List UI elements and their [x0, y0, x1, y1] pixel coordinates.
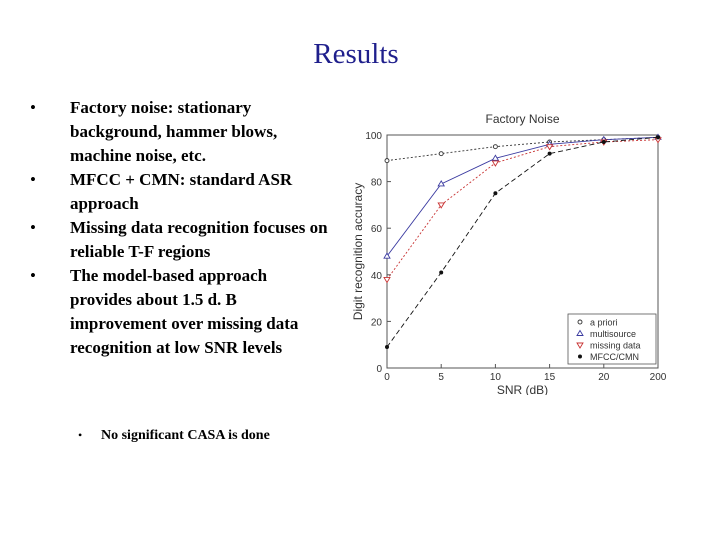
bullet-item: • The model-based approach provides about… [30, 264, 330, 360]
data-point [438, 151, 444, 157]
x-axis-label: SNR (dB) [497, 383, 548, 395]
data-point [439, 270, 444, 275]
plot-frame [386, 134, 659, 369]
bullet-dot-icon: • [30, 266, 36, 285]
bullet-text: MFCC + CMN: standard ASR approach [70, 170, 293, 213]
bullet-item: • Factory noise: stationary background, h… [30, 96, 330, 168]
legend-marker [577, 354, 582, 359]
data-point [437, 180, 445, 187]
sub-bullet: • No significant CASA is done [78, 428, 270, 444]
legend-label: missing data [590, 341, 641, 351]
legend-box [567, 313, 657, 365]
bullet-text: Factory noise: stationary background, ha… [70, 98, 278, 165]
x-tick-label: 20 [598, 372, 610, 383]
data-point [547, 151, 552, 156]
series-line [386, 136, 659, 257]
data-point [383, 252, 391, 259]
bullet-text: The model-based approach provides about … [70, 266, 299, 357]
bullet-dot-icon: • [30, 218, 36, 237]
bullet-dot-icon: • [30, 98, 36, 117]
legend-marker [577, 319, 583, 325]
legend-label: a priori [590, 318, 618, 328]
x-tick-label: 0 [384, 372, 390, 383]
y-tick-label: 100 [365, 131, 382, 142]
data-point [384, 158, 390, 164]
data-point [491, 160, 500, 167]
bullet-text: Missing data recognition focuses on reli… [70, 218, 328, 261]
legend-marker [576, 342, 584, 349]
bullet-list: • Factory noise: stationary background, h… [30, 96, 330, 360]
data-point [437, 202, 445, 209]
bullet-item: • Missing data recognition focuses on rel… [30, 216, 330, 264]
y-axis-label: Digit recognition accuracy [351, 183, 365, 320]
y-tick-label: 20 [371, 317, 383, 328]
data-point [655, 135, 660, 140]
series-line [386, 136, 659, 162]
x-tick-label: 200 [650, 372, 667, 383]
slide-title: Results [313, 38, 399, 70]
data-point [383, 277, 391, 284]
data-point [545, 144, 554, 151]
y-tick-label: 40 [371, 271, 383, 282]
data-point [385, 345, 390, 350]
data-point [601, 139, 606, 144]
x-tick-label: 5 [438, 372, 444, 383]
series-line [386, 139, 659, 280]
chart-title: Factory Noise [485, 112, 559, 126]
x-tick-label: 15 [544, 372, 556, 383]
sub-bullet-dot-icon: • [78, 428, 83, 442]
bullet-dot-icon: • [30, 170, 36, 189]
sub-bullet-text: No significant CASA is done [101, 428, 270, 443]
legend-label: MFCC/CMN [590, 352, 639, 362]
y-tick-label: 0 [376, 364, 382, 375]
legend-label: multisource [590, 329, 636, 339]
data-point [491, 154, 500, 161]
bullet-item: • MFCC + CMN: standard ASR approach [30, 168, 330, 216]
y-tick-label: 80 [371, 178, 383, 189]
factory-noise-chart: Factory Noise SNR (dB) Digit recognition a… [351, 112, 667, 395]
x-tick-label: 10 [490, 372, 502, 383]
y-tick-label: 60 [371, 224, 383, 235]
data-point [492, 144, 498, 150]
data-point [493, 191, 498, 196]
series-line [386, 136, 659, 348]
legend-marker [576, 329, 584, 336]
